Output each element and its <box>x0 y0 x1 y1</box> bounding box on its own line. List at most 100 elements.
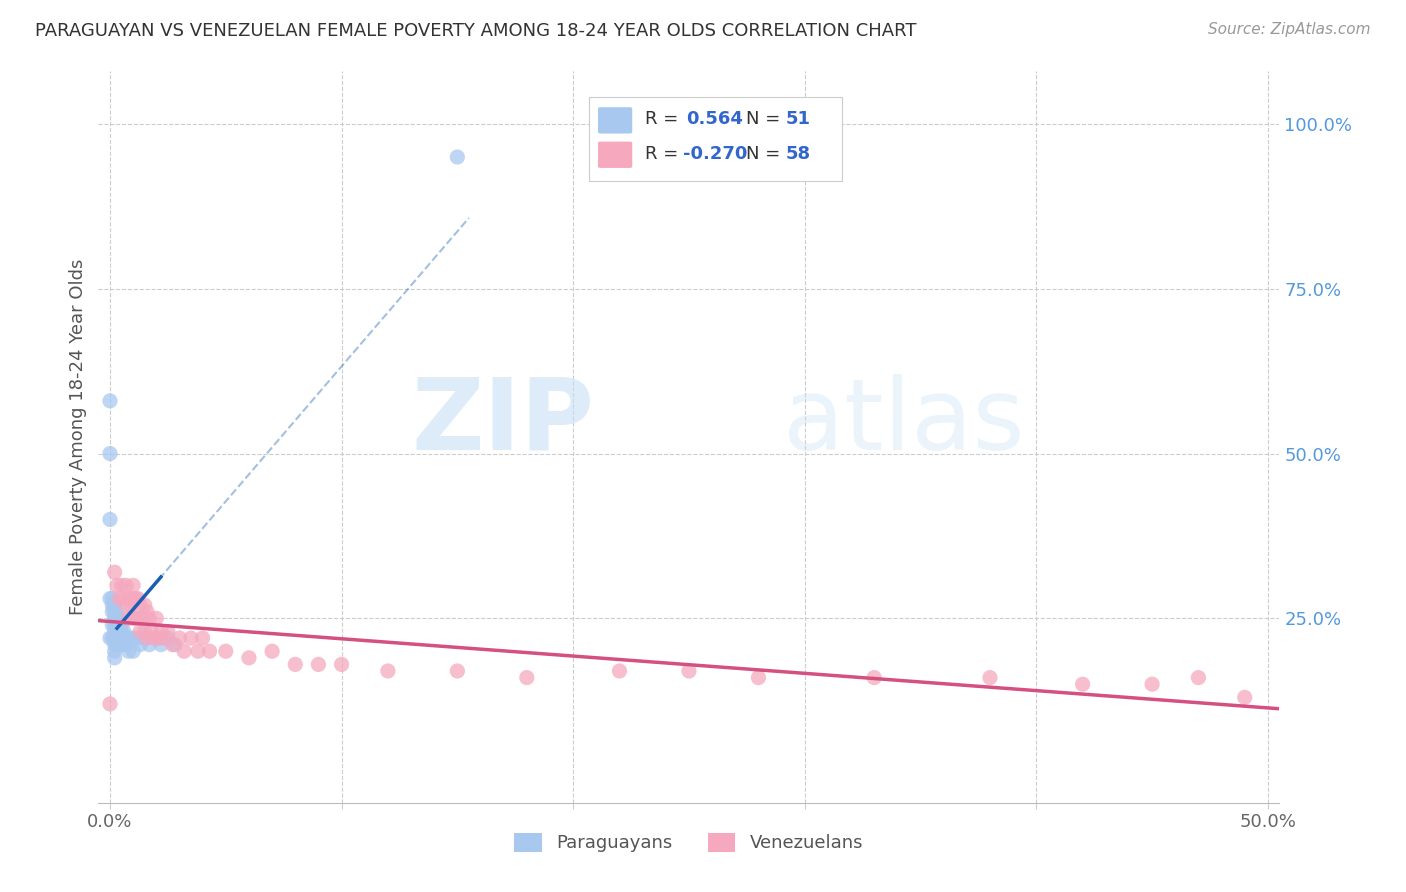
Point <box>105 631 128 645</box>
Point <box>307 657 329 672</box>
Point <box>149 624 172 639</box>
Point <box>330 657 353 672</box>
Point <box>117 644 139 658</box>
Point <box>141 624 163 639</box>
Point <box>284 657 307 672</box>
FancyBboxPatch shape <box>598 107 633 134</box>
Point <box>108 624 131 639</box>
Point <box>98 631 121 645</box>
Point <box>156 624 179 639</box>
Point <box>1140 677 1163 691</box>
Text: atlas: atlas <box>783 374 1025 471</box>
Point <box>148 631 170 645</box>
Point <box>446 150 468 164</box>
Point <box>115 638 138 652</box>
Point <box>145 611 167 625</box>
Point <box>98 591 121 606</box>
Point <box>156 631 179 645</box>
Point <box>117 591 139 606</box>
Point <box>138 638 160 652</box>
Point <box>104 618 127 632</box>
Point <box>110 631 132 645</box>
Point <box>117 611 139 625</box>
Point <box>138 611 160 625</box>
Text: 51: 51 <box>786 110 811 128</box>
Point <box>104 598 127 612</box>
Point <box>127 631 149 645</box>
Point <box>215 644 238 658</box>
Point <box>129 638 152 652</box>
Text: PARAGUAYAN VS VENEZUELAN FEMALE POVERTY AMONG 18-24 YEAR OLDS CORRELATION CHART: PARAGUAYAN VS VENEZUELAN FEMALE POVERTY … <box>35 22 917 40</box>
Point <box>238 650 260 665</box>
Point <box>678 664 700 678</box>
Text: 0.564: 0.564 <box>686 110 744 128</box>
Point <box>104 611 127 625</box>
Point <box>112 631 135 645</box>
Point <box>101 618 124 632</box>
Point <box>98 393 121 408</box>
Point <box>377 664 399 678</box>
Point <box>180 631 202 645</box>
Point <box>112 624 135 639</box>
Point <box>609 664 631 678</box>
Point <box>110 624 132 639</box>
Point <box>110 578 132 592</box>
Point <box>129 598 152 612</box>
Point <box>98 697 121 711</box>
Point <box>104 631 127 645</box>
Point <box>747 671 769 685</box>
Point <box>124 591 146 606</box>
Point <box>516 671 538 685</box>
Point <box>122 611 145 625</box>
Legend: Paraguayans, Venezuelans: Paraguayans, Venezuelans <box>508 826 870 860</box>
Point <box>104 624 127 639</box>
Point <box>104 644 127 658</box>
Point <box>169 631 191 645</box>
Point <box>446 664 468 678</box>
Point <box>187 644 209 658</box>
Point <box>120 598 142 612</box>
Point <box>108 611 131 625</box>
Point <box>143 631 166 645</box>
Point <box>101 631 124 645</box>
Point <box>104 565 127 579</box>
Point <box>136 605 159 619</box>
Point <box>101 591 124 606</box>
Point <box>108 618 131 632</box>
Point <box>110 638 132 652</box>
Point <box>105 624 128 639</box>
Point <box>122 631 145 645</box>
FancyBboxPatch shape <box>589 97 842 181</box>
Point <box>163 638 186 652</box>
Point <box>115 578 138 592</box>
Point <box>162 638 184 652</box>
Point <box>152 631 174 645</box>
Point <box>115 631 138 645</box>
Text: N =: N = <box>745 110 780 128</box>
Point <box>105 618 128 632</box>
Point <box>134 624 156 639</box>
Point <box>1187 671 1209 685</box>
Point <box>863 671 886 685</box>
FancyBboxPatch shape <box>598 142 633 168</box>
Y-axis label: Female Poverty Among 18-24 Year Olds: Female Poverty Among 18-24 Year Olds <box>69 259 87 615</box>
Point <box>115 598 138 612</box>
Point <box>104 638 127 652</box>
Point <box>127 591 149 606</box>
Point <box>105 638 128 652</box>
Text: R =: R = <box>645 110 679 128</box>
Point <box>122 578 145 592</box>
Point <box>191 631 214 645</box>
Text: 58: 58 <box>786 145 811 163</box>
Point <box>105 578 128 592</box>
Point <box>108 638 131 652</box>
Point <box>136 631 159 645</box>
Point <box>124 611 146 625</box>
Point <box>134 598 156 612</box>
Point <box>145 631 167 645</box>
Text: ZIP: ZIP <box>412 374 595 471</box>
Point <box>131 611 153 625</box>
Text: R =: R = <box>645 145 679 163</box>
Point <box>1071 677 1094 691</box>
Point <box>104 631 127 645</box>
